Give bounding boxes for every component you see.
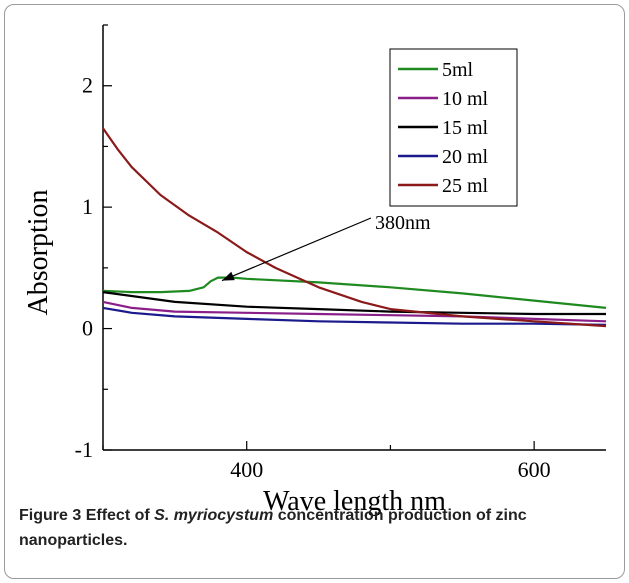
figure-frame: 400 600 -1 0 1 2 Wave length nm Absorption 5m… xyxy=(4,4,625,579)
annotation-arrow xyxy=(221,217,372,282)
legend-label: 25 ml xyxy=(442,175,489,197)
chart: 400 600 -1 0 1 2 Wave length nm Absorption 5m… xyxy=(23,24,607,517)
series-line-20ml xyxy=(102,306,607,326)
x-axis-title: Wave length nm xyxy=(263,486,446,517)
series-line-5ml xyxy=(102,276,607,309)
caption-label: Figure 3 xyxy=(19,507,82,524)
caption-text-before: Effect of xyxy=(85,507,155,524)
x-tick-label: 600 xyxy=(518,457,551,482)
legend-label: 15 ml xyxy=(442,117,489,139)
legend-label: 20 ml xyxy=(442,146,489,168)
caption-species: S. myriocystum xyxy=(154,507,274,524)
axis-ticks: 400 600 -1 0 1 2 xyxy=(75,24,551,482)
annotation-label: 380nm xyxy=(375,212,431,234)
series-lines xyxy=(102,127,607,328)
annotation-380nm: 380nm xyxy=(221,212,431,282)
series-line-10ml xyxy=(102,300,607,323)
y-tick-label: 1 xyxy=(82,194,93,219)
y-tick-label: 0 xyxy=(82,316,93,341)
legend-label: 10 ml xyxy=(442,88,489,110)
y-axis-title: Absorption xyxy=(23,190,54,316)
series-line-15ml xyxy=(102,291,606,316)
y-tick-label: -1 xyxy=(75,437,93,462)
figure-caption: Figure 3 Effect of S. myriocystum concen… xyxy=(19,503,619,553)
series-line-25ml xyxy=(102,127,607,328)
caption-text-after: concentration production of zinc nanopar… xyxy=(19,507,527,549)
plot-area xyxy=(102,25,606,451)
y-tick-label: 2 xyxy=(82,73,93,98)
arrowhead-icon xyxy=(221,271,235,281)
legend: 5ml 10 ml 15 ml 20 ml 25 ml xyxy=(389,48,518,207)
x-tick-label: 400 xyxy=(230,457,263,482)
legend-label: 5ml xyxy=(442,59,474,81)
